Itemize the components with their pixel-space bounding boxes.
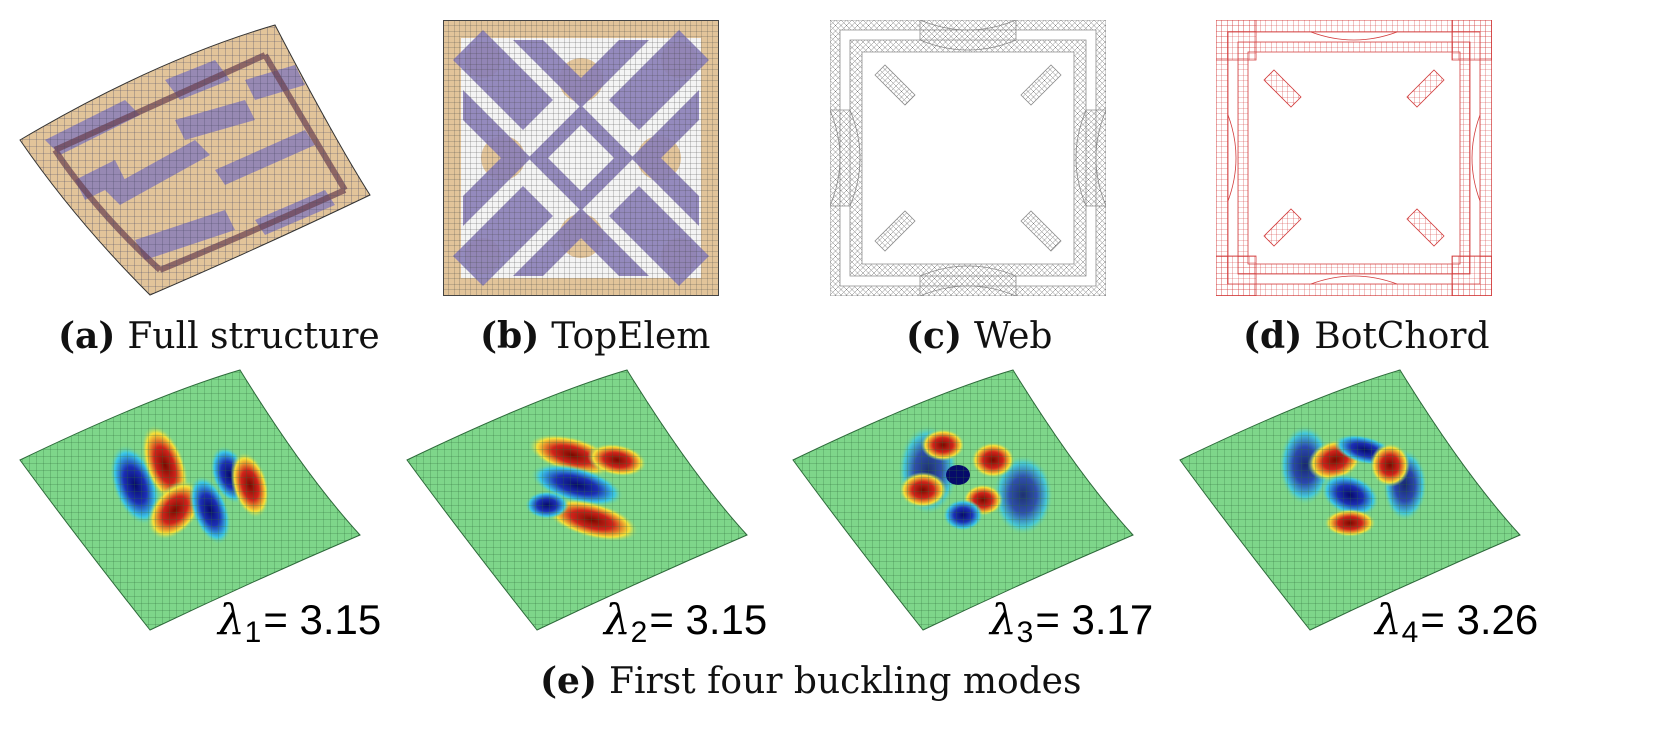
mode-4-eigenvalue: λ4= 3.26: [1375, 595, 1539, 649]
caption-d-tag: (d): [1243, 315, 1303, 357]
caption-b-tag: (b): [480, 315, 540, 357]
caption-e-title: First four buckling modes: [608, 661, 1082, 702]
mode-3-eigenvalue: λ3= 3.17: [990, 595, 1154, 649]
mode-3-value: = 3.17: [1035, 596, 1154, 643]
caption-e: (e) First four buckling modes: [540, 660, 1081, 702]
panel-b-topelem: [443, 20, 719, 296]
mode-1-symbol: λ: [218, 595, 245, 644]
mode-1-value: = 3.15: [263, 596, 382, 643]
mode-1-plot: [15, 365, 375, 635]
mode-2-plot: [402, 365, 762, 635]
web-illustration: [830, 20, 1106, 296]
panel-d-botchord: [1216, 20, 1492, 296]
caption-b-title: TopElem: [551, 316, 711, 357]
mode-3-index: 3: [1016, 616, 1034, 649]
mode-2-index: 2: [630, 616, 648, 649]
mode-4-plot: [1175, 365, 1535, 635]
caption-d: (d) BotChord: [1243, 315, 1490, 357]
caption-a-title: Full structure: [127, 316, 380, 357]
botchord-illustration: [1216, 20, 1492, 296]
mode-1-index: 1: [244, 616, 262, 649]
mode-2-surface: [406, 369, 748, 631]
full-structure-illustration: [19, 24, 371, 296]
caption-a-tag: (a): [58, 315, 116, 357]
caption-a: (a) Full structure: [58, 315, 380, 357]
panel-a-full-structure: [15, 20, 375, 300]
mode-2-value: = 3.15: [649, 596, 768, 643]
mode-2-symbol: λ: [604, 595, 631, 644]
panel-c-web: [830, 20, 1106, 296]
topelem-illustration: [443, 20, 719, 296]
caption-c: (c) Web: [906, 315, 1052, 357]
caption-d-title: BotChord: [1314, 316, 1490, 357]
mode-1-surface: [19, 369, 361, 631]
mode-3-plot: [788, 365, 1148, 635]
mode-2-eigenvalue: λ2= 3.15: [604, 595, 768, 649]
mode-4-index: 4: [1401, 616, 1419, 649]
mode-4-symbol: λ: [1375, 595, 1402, 644]
mode-3-surface: [792, 369, 1134, 631]
caption-c-tag: (c): [906, 315, 962, 357]
caption-e-tag: (e): [540, 660, 597, 702]
mode-1-eigenvalue: λ1= 3.15: [218, 595, 382, 649]
mode-3-symbol: λ: [990, 595, 1017, 644]
caption-b: (b) TopElem: [480, 315, 710, 357]
caption-c-title: Web: [974, 316, 1053, 357]
mode-4-value: = 3.26: [1420, 596, 1539, 643]
mode-4-surface: [1179, 369, 1521, 631]
